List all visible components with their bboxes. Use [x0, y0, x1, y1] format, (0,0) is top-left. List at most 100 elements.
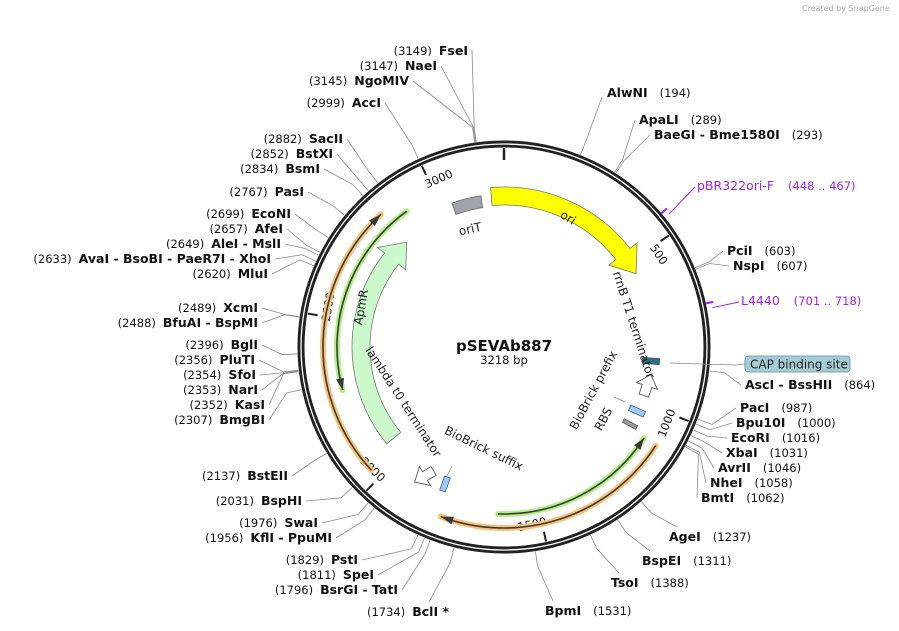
- enzyme-name: AvrII: [718, 460, 751, 475]
- enzyme-site-alei[interactable]: (2649) AleI - MslI: [166, 236, 281, 251]
- cap-binding-site-feature[interactable]: [641, 357, 661, 365]
- enzyme-site-paci[interactable]: PacI (987): [740, 400, 812, 415]
- enzyme-site-bsteii[interactable]: (2137) BstEII: [202, 468, 288, 483]
- enzyme-site-bpmi[interactable]: BpmI (1531): [545, 603, 631, 618]
- enzyme-site-bsphi[interactable]: (2031) BspHI: [216, 493, 302, 508]
- enzyme-label: AscI - BssHII (864): [745, 377, 875, 392]
- primer-range: (701 .. 718): [794, 294, 862, 308]
- enzyme-label: (2352) KasI: [190, 397, 265, 412]
- enzyme-name: BspHI: [261, 493, 302, 508]
- enzyme-site-bpu10i[interactable]: Bpu10I (1000): [736, 415, 836, 430]
- enzyme-site-mlui[interactable]: (2620) MluI: [192, 266, 268, 281]
- enzyme-site-ngomiv[interactable]: (3145) NgoMIV: [309, 73, 409, 88]
- biobrick-prefix-feature[interactable]: [628, 404, 646, 418]
- enzyme-name: SfoI: [228, 367, 256, 382]
- enzyme-site-bmgbi[interactable]: (2307) BmgBI: [174, 412, 265, 427]
- oriT-feature[interactable]: [451, 195, 484, 215]
- enzyme-name: SwaI: [284, 515, 318, 530]
- enzyme-lead-line: [580, 96, 603, 155]
- enzyme-site-bcli[interactable]: (1734) BclI *: [367, 604, 449, 619]
- enzyme-site-alwni[interactable]: AlwNI (194): [607, 85, 691, 100]
- enzyme-site-bspei[interactable]: BspEI (1311): [642, 553, 731, 568]
- apmR-feature-arrow[interactable]: [351, 241, 408, 445]
- biobrick-suffix-feature[interactable]: [439, 475, 451, 493]
- enzyme-site-swai[interactable]: (1976) SwaI: [239, 515, 318, 530]
- cap-lead-line: [669, 362, 746, 366]
- enzyme-site-avrii[interactable]: AvrII (1046): [718, 460, 801, 475]
- ori-feature-arrow[interactable]: [490, 186, 638, 275]
- rrnB-terminator-label[interactable]: rrnB T1 terminator: [610, 270, 658, 381]
- enzyme-label: (2852) BstXI: [251, 146, 333, 161]
- enzyme-lead-line: [307, 191, 345, 216]
- enzyme-site-kasi[interactable]: (2352) KasI: [190, 397, 265, 412]
- enzyme-site-acci[interactable]: (2999) AccI: [307, 95, 381, 110]
- enzyme-labels: AlwNI (194) ApaLI (289)BaeGI - Bme1580I (293…: [33, 43, 875, 619]
- snapgene-watermark: Created by SnapGene: [802, 4, 890, 13]
- rbs-feature[interactable]: [621, 418, 639, 430]
- enzyme-site-naei[interactable]: (3147) NaeI: [360, 58, 437, 73]
- enzyme-position: (2657): [210, 222, 248, 236]
- cap-binding-site-tag[interactable]: CAP binding site: [669, 355, 851, 373]
- enzyme-position: (2307): [174, 413, 212, 427]
- enzyme-lead-line: [258, 359, 299, 373]
- biobrick-suffix-label[interactable]: BioBrick suffix: [442, 423, 525, 473]
- enzyme-site-fsei[interactable]: (3149) FseI: [394, 43, 468, 58]
- enzyme-lead-line: [335, 508, 375, 539]
- oriT-label[interactable]: oriT: [457, 220, 483, 239]
- enzyme-site-baegi[interactable]: BaeGI - Bme1580I (293): [654, 127, 823, 142]
- enzyme-site-asci[interactable]: AscI - BssHII (864): [745, 377, 875, 392]
- enzyme-site-psti[interactable]: (1829) PstI: [286, 552, 358, 567]
- enzyme-label: (2620) MluI: [192, 266, 268, 281]
- enzyme-site-kfli[interactable]: (1956) KflI - PpuMI: [205, 530, 332, 545]
- enzyme-position: (2633): [33, 252, 71, 266]
- rbs-label[interactable]: RBS: [592, 405, 616, 433]
- enzyme-position: (1311): [693, 554, 731, 568]
- biobrick-prefix-label[interactable]: BioBrick prefix: [567, 348, 620, 431]
- rrnB-terminator-feature-icon[interactable]: [633, 371, 661, 399]
- enzyme-lead-line: [346, 138, 379, 184]
- enzyme-site-bsrgi[interactable]: (1796) BsrGI - TatI: [275, 582, 398, 597]
- enzyme-site-agei[interactable]: AgeI (1237): [669, 529, 751, 544]
- orf-line[interactable]: [336, 210, 408, 391]
- enzyme-site-bstxi[interactable]: (2852) BstXI: [251, 146, 333, 161]
- enzyme-site-pasi[interactable]: (2767) PasI: [229, 184, 304, 199]
- enzyme-site-bgli[interactable]: (2396) BglI: [185, 337, 258, 352]
- primer-label: pBR322ori-F (448 .. 467): [697, 178, 856, 193]
- enzyme-site-nari[interactable]: (2353) NarI: [183, 382, 258, 397]
- primer-pbr322ori-f[interactable]: pBR322ori-F (448 .. 467): [660, 178, 856, 215]
- orf-line[interactable]: [498, 437, 645, 515]
- enzyme-site-avai[interactable]: (2633) AvaI - BsoBI - PaeR7I - XhoI: [33, 251, 271, 266]
- enzyme-site-pcii[interactable]: PciI (603): [727, 243, 795, 258]
- enzyme-site-pluti[interactable]: (2356) PluTI: [174, 352, 255, 367]
- enzyme-name: BmtI: [701, 490, 734, 505]
- enzyme-site-econi[interactable]: (2699) EcoNI: [206, 206, 291, 221]
- enzyme-label: (2767) PasI: [229, 184, 304, 199]
- apmR-label[interactable]: ApmR: [351, 288, 371, 326]
- enzyme-site-bmti[interactable]: BmtI (1062): [701, 490, 784, 505]
- enzyme-site-sfoi[interactable]: (2354) SfoI: [183, 367, 256, 382]
- enzyme-site-nhei[interactable]: NheI (1058): [710, 475, 793, 490]
- enzyme-site-apali[interactable]: ApaLI (289): [639, 112, 722, 127]
- lambda-terminator-feature-icon[interactable]: [409, 461, 439, 491]
- enzyme-site-sacii[interactable]: (2882) SacII: [264, 131, 343, 146]
- enzyme-lead-line: [259, 370, 299, 376]
- enzyme-site-afei[interactable]: (2657) AfeI: [210, 221, 284, 236]
- enzyme-label: PacI (987): [740, 400, 812, 415]
- enzyme-lead-line: [271, 259, 314, 275]
- enzyme-lead-line: [377, 537, 425, 576]
- enzyme-site-ecori[interactable]: EcoRI (1016): [731, 430, 820, 445]
- enzyme-name: AfeI: [255, 221, 283, 236]
- enzyme-site-xbai[interactable]: XbaI (1031): [726, 445, 808, 460]
- enzyme-site-bfuai[interactable]: (2488) BfuAI - BspMI: [118, 315, 258, 330]
- enzyme-site-xcmi[interactable]: (2489) XcmI: [178, 300, 258, 315]
- enzyme-site-nspi[interactable]: NspI (607): [733, 258, 807, 273]
- enzyme-site-bsmi[interactable]: (2834) BsmI: [240, 161, 320, 176]
- plasmid-backbone: [297, 140, 711, 554]
- enzyme-label: Bpu10I (1000): [736, 415, 836, 430]
- orf-line[interactable]: [440, 445, 657, 529]
- orf-line[interactable]: [322, 213, 382, 471]
- enzyme-site-tsoi[interactable]: TsoI (1388): [611, 575, 689, 590]
- primer-l4440[interactable]: L4440 (701 .. 718): [705, 293, 862, 309]
- enzyme-name: NarI: [228, 382, 258, 397]
- enzyme-site-spei[interactable]: (1811) SpeI: [298, 567, 374, 582]
